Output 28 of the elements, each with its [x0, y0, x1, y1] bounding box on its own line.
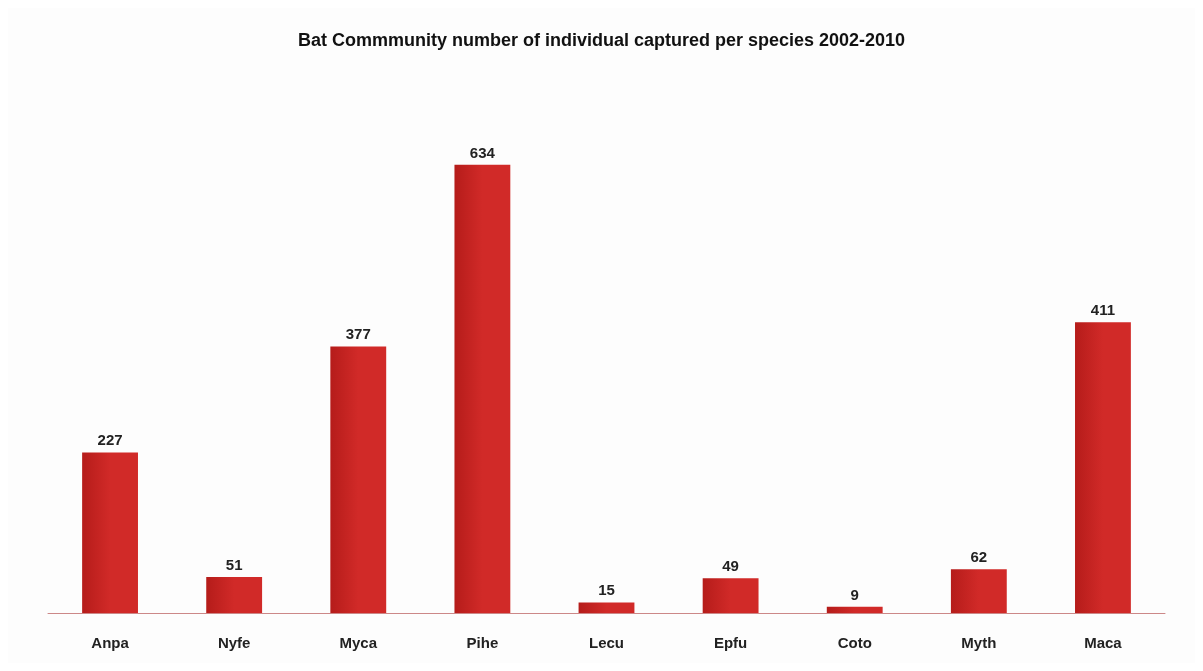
- data-label: 227: [97, 431, 123, 449]
- data-label: 377: [345, 325, 371, 343]
- bar: [454, 164, 511, 613]
- data-label: 9: [850, 585, 859, 603]
- x-tick-label: Nyfe: [217, 634, 251, 651]
- x-tick-label: Maca: [1084, 634, 1123, 651]
- bar: [702, 578, 759, 613]
- chart-title: Bat Commmunity number of individual captured per species 2002-2010: [297, 30, 906, 50]
- bar: [826, 606, 883, 613]
- x-tick-label: Myca: [339, 634, 378, 651]
- x-tick-label: Epfu: [713, 634, 748, 651]
- x-tick-label: Myth: [961, 634, 997, 651]
- bar: [330, 346, 387, 613]
- bar: [206, 576, 263, 613]
- bar: [950, 569, 1007, 613]
- data-label: 634: [469, 143, 496, 161]
- x-tick-label: Pihe: [466, 634, 499, 651]
- data-label: 62: [970, 548, 988, 566]
- bar: [82, 452, 138, 613]
- x-tick-label: Lecu: [588, 634, 625, 651]
- data-label: 49: [722, 557, 739, 575]
- bar: [578, 602, 635, 613]
- bar: [1075, 322, 1131, 613]
- data-label: 411: [1090, 301, 1116, 319]
- data-label: 15: [598, 581, 615, 599]
- data-label: 51: [225, 555, 243, 573]
- x-tick-label: Anpa: [91, 634, 130, 651]
- x-tick-label: Coto: [837, 634, 872, 651]
